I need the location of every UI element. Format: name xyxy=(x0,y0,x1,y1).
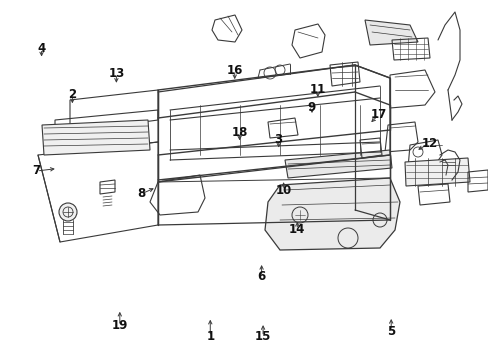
Circle shape xyxy=(59,203,77,221)
Text: 15: 15 xyxy=(254,330,271,343)
Polygon shape xyxy=(364,20,417,45)
Polygon shape xyxy=(264,178,399,250)
Text: 4: 4 xyxy=(38,42,45,55)
Text: 19: 19 xyxy=(111,319,128,332)
Text: 7: 7 xyxy=(33,165,41,177)
Text: 3: 3 xyxy=(274,133,282,146)
Text: 16: 16 xyxy=(226,64,243,77)
Text: 17: 17 xyxy=(370,108,386,121)
Text: 6: 6 xyxy=(257,270,265,283)
Text: 11: 11 xyxy=(309,83,325,96)
Text: 13: 13 xyxy=(108,67,124,80)
Text: 9: 9 xyxy=(307,101,315,114)
Polygon shape xyxy=(285,150,391,178)
Text: 2: 2 xyxy=(68,88,76,101)
Text: 8: 8 xyxy=(138,187,145,200)
Text: 1: 1 xyxy=(206,330,214,343)
Text: 14: 14 xyxy=(288,223,305,236)
Text: 18: 18 xyxy=(231,126,247,139)
Polygon shape xyxy=(404,158,469,186)
Text: 12: 12 xyxy=(420,137,437,150)
Text: 5: 5 xyxy=(386,325,394,338)
Polygon shape xyxy=(42,120,150,155)
Text: 10: 10 xyxy=(275,184,291,197)
